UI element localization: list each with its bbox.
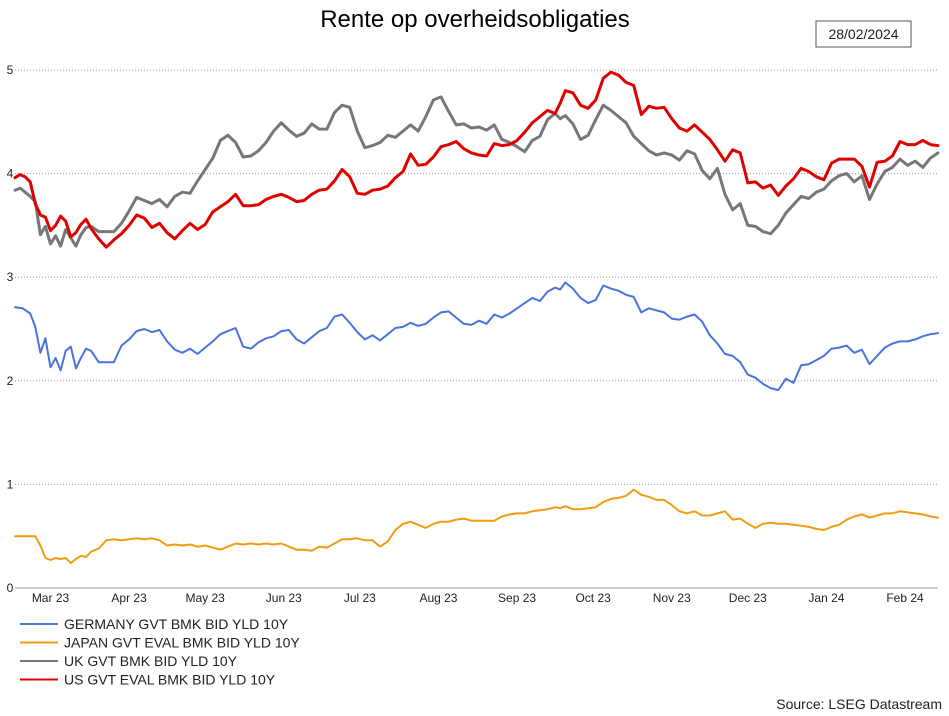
x-tick-label: Dec 23 (729, 591, 767, 605)
series-line-0 (14, 281, 939, 392)
y-tick-label: 4 (7, 167, 14, 181)
y-tick-label: 2 (7, 374, 14, 388)
y-axis-ticks: 0 1 2 3 4 5 (7, 63, 14, 595)
x-tick-label: Jan 24 (808, 591, 844, 605)
legend-label: GERMANY GVT BMK BID YLD 10Y (64, 616, 289, 632)
date-badge-text: 28/02/2024 (828, 26, 898, 42)
series-line-2 (13, 95, 940, 248)
x-tick-label: Jul 23 (344, 591, 376, 605)
x-tick-label: Aug 23 (419, 591, 457, 605)
x-axis-ticks: Mar 23 Apr 23 May 23 Jun 23 Jul 23 Aug 23 Sep … (32, 591, 924, 605)
x-tick-label: May 23 (185, 591, 225, 605)
y-tick-label: 3 (7, 270, 14, 284)
legend-label: UK GVT BMK BID YLD 10Y (64, 653, 238, 669)
series-line-1 (14, 488, 939, 565)
x-tick-label: Feb 24 (886, 591, 924, 605)
x-tick-label: Nov 23 (653, 591, 691, 605)
source-note: Source: LSEG Datastream (776, 696, 942, 712)
y-tick-label: 0 (7, 581, 14, 595)
x-tick-label: Jun 23 (266, 591, 302, 605)
x-tick-label: Sep 23 (498, 591, 536, 605)
date-badge: 28/02/2024 (815, 20, 912, 48)
x-tick-label: Mar 23 (32, 591, 70, 605)
legend-label: US GVT EVAL BMK BID YLD 10Y (64, 672, 276, 688)
x-tick-label: Oct 23 (575, 591, 611, 605)
chart-title: Rente op overheidsobligaties (320, 6, 630, 33)
y-tick-label: 5 (7, 63, 14, 77)
series-lines (13, 70, 940, 565)
y-tick-label: 1 (7, 477, 14, 491)
legend: GERMANY GVT BMK BID YLD 10Y JAPAN GVT EVA… (20, 616, 300, 688)
x-tick-label: Apr 23 (111, 591, 147, 605)
series-line-3 (13, 70, 940, 249)
legend-label: JAPAN GVT EVAL BMK BID YLD 10Y (64, 635, 300, 651)
gridlines (15, 69, 938, 485)
